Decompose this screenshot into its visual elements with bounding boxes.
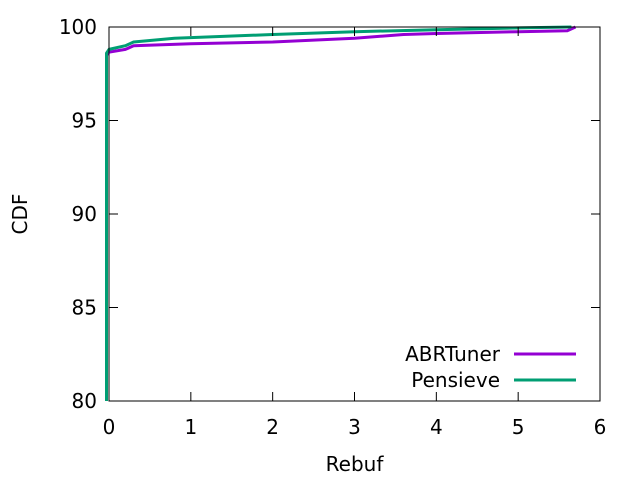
ticks-layer: 0 1 2 3 4 5 6 80 85 90 95 100 <box>59 15 607 439</box>
y-axis-title: CDF <box>8 194 32 235</box>
x-tick-label: 1 <box>184 415 197 439</box>
y-tick-label: 90 <box>72 202 97 226</box>
x-tick-label: 2 <box>266 415 279 439</box>
x-tick-label: 4 <box>430 415 443 439</box>
x-tick-label: 5 <box>512 415 525 439</box>
x-tick-label: 6 <box>594 415 607 439</box>
y-tick-label: 95 <box>72 109 97 133</box>
legend-label: ABRTuner <box>405 342 501 366</box>
series-line-pensieve <box>105 25 572 401</box>
y-tick-label: 80 <box>72 389 97 413</box>
plot-frame <box>108 26 601 402</box>
legend-label: Pensieve <box>411 368 500 392</box>
y-tick-label: 85 <box>72 296 97 320</box>
x-axis-title: Rebuf <box>326 452 385 476</box>
series-line-abrtuner <box>105 25 577 401</box>
x-tick-label: 3 <box>348 415 361 439</box>
x-tick-label: 0 <box>103 415 116 439</box>
series-layer <box>105 25 577 401</box>
y-tick-label: 100 <box>59 15 97 39</box>
